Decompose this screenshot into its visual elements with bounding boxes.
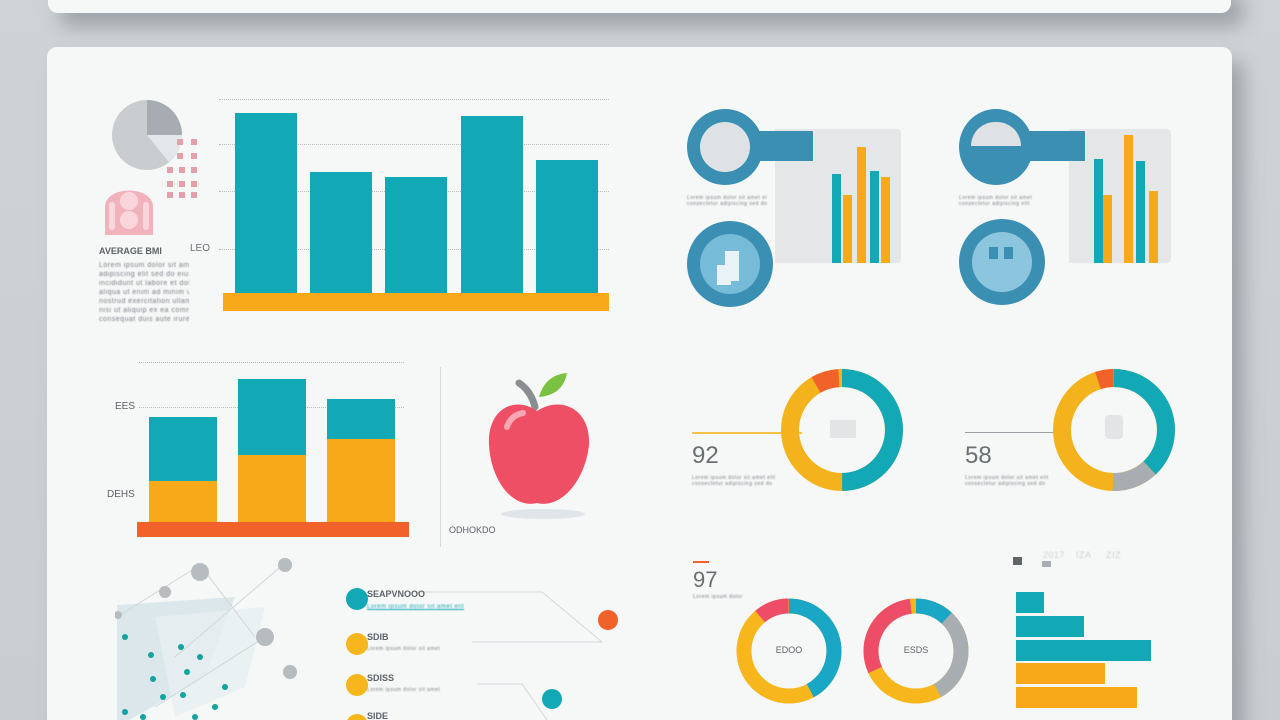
clipboard-icon xyxy=(687,221,773,307)
dot-grid-icon xyxy=(167,137,211,199)
legend-dot-orange xyxy=(346,633,368,655)
panel1-description: Lorem ipsum dolor sit amet consectetur a… xyxy=(99,262,189,323)
bar xyxy=(235,113,297,293)
chart-baseline xyxy=(137,522,409,537)
bar xyxy=(310,172,372,293)
chart-baseline xyxy=(223,293,609,311)
bar xyxy=(385,177,447,293)
donut-chart-edoo: EDOO xyxy=(735,597,843,705)
bar-chart-main xyxy=(219,99,609,311)
pie-icon xyxy=(109,99,189,171)
bar xyxy=(536,160,598,293)
top-card xyxy=(48,0,1231,13)
donut-right-value: 58 xyxy=(965,442,992,469)
apple-icon xyxy=(485,369,595,519)
tag-line xyxy=(693,561,709,563)
panel1-title: AVERAGE BMI xyxy=(99,246,162,256)
horizontal-bar-chart: 2017 IZA ZIZ xyxy=(1013,551,1213,720)
infographic-card: AVERAGE BMI Lorem ipsum dolor sit amet c… xyxy=(47,47,1232,720)
leader-line xyxy=(965,432,1065,433)
donut-chart-92 xyxy=(779,367,905,493)
donut-chart-58 xyxy=(1051,367,1177,493)
legend-list: SEAPVNOOO Lorem ipsum dolor sit amet eli… xyxy=(346,587,622,720)
y-label-top: EES xyxy=(115,401,136,412)
bar xyxy=(461,116,523,293)
calendar-icon xyxy=(959,219,1045,305)
leader-line xyxy=(692,432,802,434)
donut-left-value: 92 xyxy=(692,442,719,469)
legend-swatch xyxy=(1013,557,1022,565)
magnifier-chart-right: Lorem ipsum dolor sit amet consectetur a… xyxy=(959,109,1175,309)
network-graphic xyxy=(115,557,335,720)
people-icon xyxy=(97,177,161,239)
legend-dot-teal xyxy=(346,588,368,610)
apple-caption: ODHOKDO xyxy=(449,525,496,535)
magnifier-icon xyxy=(959,109,1033,185)
legend-dot-orange xyxy=(346,714,368,720)
legend-dot-orange xyxy=(346,674,368,696)
bottom-mid-value: 97 xyxy=(693,567,718,592)
y-label-bottom: DEHS xyxy=(107,489,135,500)
divider xyxy=(440,367,441,547)
stacked-bar-chart: EES DEHS xyxy=(107,357,417,542)
magnifier-icon xyxy=(687,109,763,185)
axis-label: LEO xyxy=(190,243,211,254)
magnifier-chart-left: Lorem ipsum dolor sit amet elit consecte… xyxy=(687,109,903,309)
donut-chart-esds: ESDS xyxy=(862,597,970,705)
